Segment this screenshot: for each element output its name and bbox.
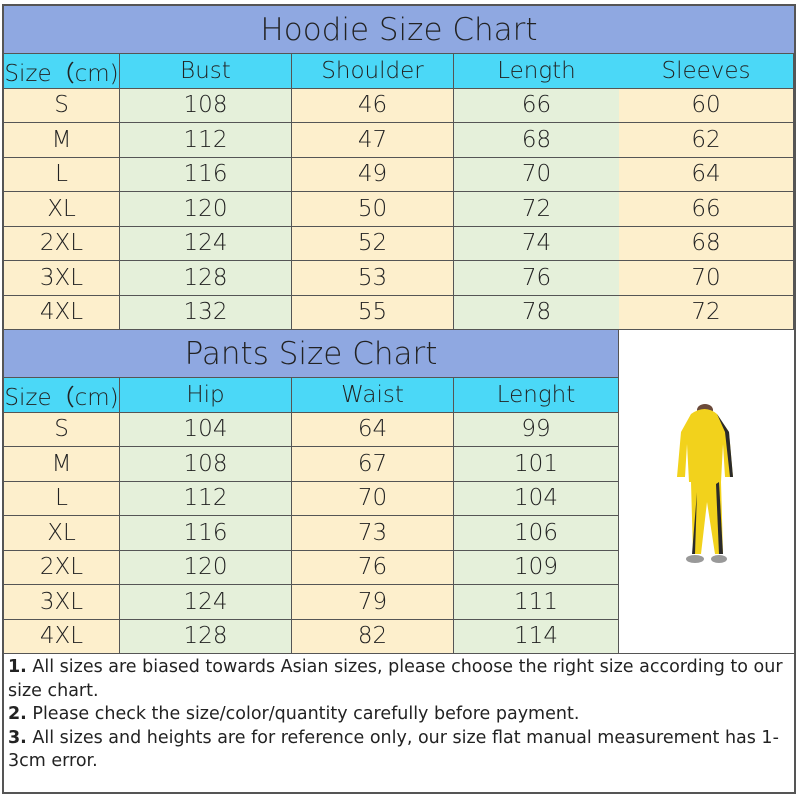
table-cell: 108 xyxy=(120,447,292,482)
column-header: Size（cm) xyxy=(4,378,120,413)
table-cell: 116 xyxy=(120,157,292,192)
table-cell: 124 xyxy=(120,226,292,261)
table-cell: 101 xyxy=(454,447,619,482)
table-cell: 128 xyxy=(120,619,292,654)
note-number: 1. xyxy=(8,657,27,677)
table-cell: 50 xyxy=(292,192,454,227)
table-cell: 79 xyxy=(292,585,454,620)
note-item: 3. All sizes and heights are for referen… xyxy=(8,727,790,774)
column-header: Waist xyxy=(292,378,454,413)
table-cell: 106 xyxy=(454,516,619,551)
hoodie-size-table: Hoodie Size Chart Size（cm) Bust Shoulder Le… xyxy=(4,6,794,330)
table-cell: 53 xyxy=(292,261,454,296)
size-label: XL xyxy=(4,516,120,551)
table-cell: 46 xyxy=(292,88,454,123)
table-cell: 66 xyxy=(454,88,619,123)
table-cell: 64 xyxy=(619,157,794,192)
tracksuit-figure-icon xyxy=(676,403,733,563)
note-number: 3. xyxy=(8,727,27,748)
table-cell: 47 xyxy=(292,123,454,158)
table-cell: 73 xyxy=(292,516,454,551)
table-cell: 124 xyxy=(120,585,292,620)
table-cell: 52 xyxy=(292,226,454,261)
table-cell: 116 xyxy=(120,516,292,551)
table-cell: 82 xyxy=(292,619,454,654)
pants-title: Pants Size Chart xyxy=(4,330,619,378)
column-header: Size（cm) xyxy=(4,54,120,89)
table-cell: 60 xyxy=(619,88,794,123)
size-label: S xyxy=(4,88,120,123)
table-cell: 72 xyxy=(454,192,619,227)
table-cell: 66 xyxy=(619,192,794,227)
size-label: XL xyxy=(4,192,120,227)
size-label: 2XL xyxy=(4,550,120,585)
note-text: All sizes are biased towards Asian sizes… xyxy=(8,657,783,701)
column-header: Hip xyxy=(120,378,292,413)
hoodie-title: Hoodie Size Chart xyxy=(4,6,794,54)
note-text: All sizes and heights are for reference … xyxy=(8,727,779,772)
table-cell: 108 xyxy=(120,88,292,123)
table-cell: 68 xyxy=(619,226,794,261)
column-header: Lenght xyxy=(454,378,619,413)
column-header: Bust xyxy=(120,54,292,89)
note-number: 2. xyxy=(8,704,27,724)
table-cell: 78 xyxy=(454,295,619,330)
column-header: Length xyxy=(454,54,619,89)
table-cell: 76 xyxy=(454,261,619,296)
size-label: L xyxy=(4,481,120,516)
table-cell: 128 xyxy=(120,261,292,296)
table-cell: 76 xyxy=(292,550,454,585)
table-cell: 112 xyxy=(120,123,292,158)
table-cell: 70 xyxy=(292,481,454,516)
table-cell: 70 xyxy=(619,261,794,296)
table-cell: 70 xyxy=(454,157,619,192)
size-label: 3XL xyxy=(4,585,120,620)
table-cell: 114 xyxy=(454,619,619,654)
note-item: 2. Please check the size/color/quantity … xyxy=(8,703,790,727)
column-header: Shoulder xyxy=(292,54,454,89)
table-cell: 55 xyxy=(292,295,454,330)
note-text: Please check the size/color/quantity car… xyxy=(26,704,580,724)
note-item: 1. All sizes are biased towards Asian si… xyxy=(8,656,790,703)
size-label: S xyxy=(4,412,120,447)
size-label: M xyxy=(4,447,120,482)
table-cell: 99 xyxy=(454,412,619,447)
size-label: 2XL xyxy=(4,226,120,261)
table-cell: 68 xyxy=(454,123,619,158)
size-label: 4XL xyxy=(4,295,120,330)
table-cell: 72 xyxy=(619,295,794,330)
notes-section: 1. All sizes are biased towards Asian si… xyxy=(4,654,794,792)
table-cell: 109 xyxy=(454,550,619,585)
table-cell: 111 xyxy=(454,585,619,620)
size-label: 3XL xyxy=(4,261,120,296)
pants-size-table: Pants Size Chart Size（cm) Hip Waist Lenght S… xyxy=(4,330,794,654)
column-header: Sleeves xyxy=(619,54,794,89)
table-cell: 112 xyxy=(120,481,292,516)
size-chart: Hoodie Size Chart Size（cm) Bust Shoulder Le… xyxy=(2,4,796,794)
table-cell: 120 xyxy=(120,550,292,585)
table-cell: 49 xyxy=(292,157,454,192)
table-cell: 104 xyxy=(454,481,619,516)
tracksuit-model-image xyxy=(619,330,794,654)
table-cell: 62 xyxy=(619,123,794,158)
table-cell: 132 xyxy=(120,295,292,330)
table-cell: 67 xyxy=(292,447,454,482)
size-label: M xyxy=(4,123,120,158)
size-label: 4XL xyxy=(4,619,120,654)
table-cell: 64 xyxy=(292,412,454,447)
size-label: L xyxy=(4,157,120,192)
table-cell: 74 xyxy=(454,226,619,261)
table-cell: 104 xyxy=(120,412,292,447)
table-cell: 120 xyxy=(120,192,292,227)
